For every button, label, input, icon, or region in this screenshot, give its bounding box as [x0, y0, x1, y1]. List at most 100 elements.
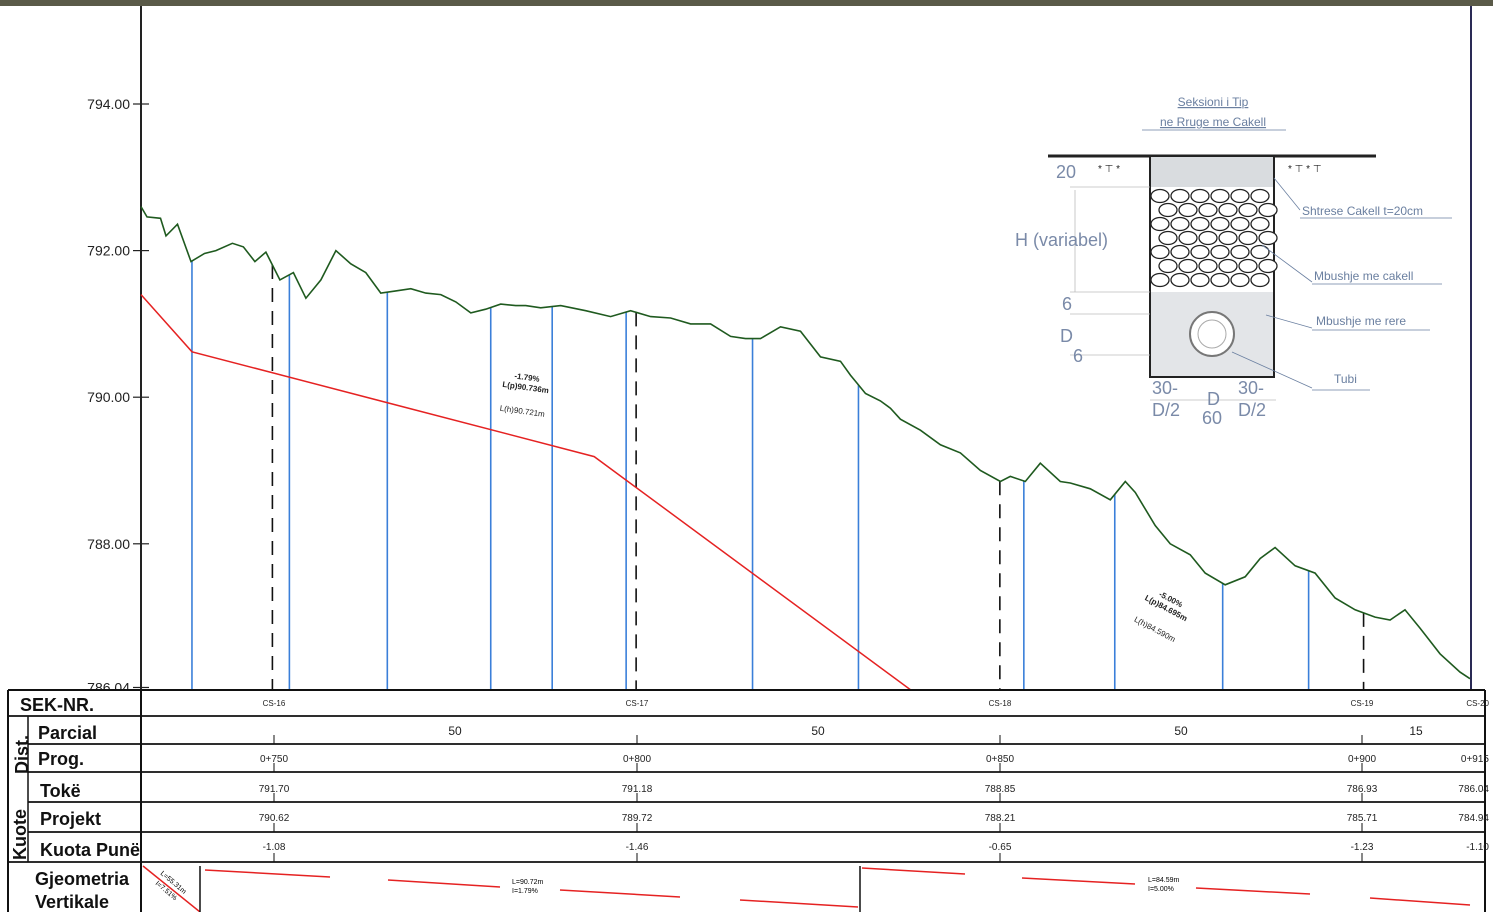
cell-sek-1: CS-17 [626, 699, 649, 708]
cell-parcial-1: 50 [811, 724, 825, 738]
callout-leader-4 [1231, 351, 1313, 389]
cell-prog-1: 0+800 [623, 754, 652, 765]
inset-dim-30a: 30- [1152, 378, 1178, 398]
label-vertikale: Vertikale [35, 892, 109, 912]
vg-right-dash-1 [861, 867, 966, 875]
inset-dim-dmid: D [1207, 389, 1220, 409]
label-kuota-pune: Kuota Punë [40, 840, 140, 860]
cell-parcial-3: 15 [1409, 724, 1423, 738]
y-tick-label-0: 794.00 [87, 96, 130, 112]
cell-projekt-2: 788.21 [985, 813, 1016, 824]
cobble-3-4 [1238, 230, 1258, 246]
label-parcial: Parcial [38, 723, 97, 743]
cobble-1-3 [1218, 202, 1238, 218]
cobble-1-1 [1178, 202, 1198, 218]
callout-leader-1 [1273, 177, 1301, 211]
inset-pipe [1189, 311, 1235, 357]
table-background [8, 690, 1485, 912]
cobble-2-5 [1250, 216, 1270, 232]
label-prog: Prog. [38, 749, 84, 769]
cobble-1-5 [1258, 202, 1278, 218]
cobble-6-3 [1210, 272, 1230, 288]
cobble-5-0 [1158, 258, 1178, 274]
cell-projekt-3: 785.71 [1347, 813, 1378, 824]
slope-annotation-2: -5.00% L(p)84.695m L(h)84.590m [1133, 590, 1189, 645]
cobble-4-0 [1150, 244, 1170, 260]
cell-parcial-0: 50 [448, 724, 462, 738]
slope-annotation-1: -1.79% L(p)90.736m L(h)90.721m [499, 371, 549, 419]
cobble-6-5 [1250, 272, 1270, 288]
inset-dim-d2b: D/2 [1238, 400, 1266, 420]
cell-sek-0: CS-16 [263, 699, 286, 708]
cobble-2-3 [1210, 216, 1230, 232]
label-kuote: Kuote [10, 809, 30, 860]
cell-toke-3: 786.93 [1347, 784, 1378, 795]
cell-kuota-pune-1: -1.46 [626, 842, 649, 853]
design-profile-line [140, 294, 1018, 769]
cobble-5-5 [1258, 258, 1278, 274]
cobble-1-4 [1238, 202, 1258, 218]
cell-prog-4: 0+915 [1461, 754, 1490, 765]
cell-parcial-2: 50 [1174, 724, 1188, 738]
y-tick-label-1: 792.00 [87, 243, 130, 259]
inset-cobble-fill [1150, 188, 1278, 288]
cobble-2-1 [1170, 216, 1190, 232]
label-projekt: Projekt [40, 809, 101, 829]
cell-projekt-1: 789.72 [622, 813, 653, 824]
cell-kuota-pune-2: -0.65 [989, 842, 1012, 853]
cobble-3-5 [1258, 230, 1278, 246]
cobble-4-4 [1230, 244, 1250, 260]
slope-1-value: -1.79% [514, 371, 540, 383]
inset-dim-6b: 6 [1073, 346, 1083, 366]
cell-toke-2: 788.85 [985, 784, 1016, 795]
cell-kuota-pune-4: -1.10 [1466, 842, 1489, 853]
cobble-2-0 [1150, 216, 1170, 232]
label-toke: Tokë [40, 781, 81, 801]
cobble-4-3 [1210, 244, 1230, 260]
cobble-0-5 [1250, 188, 1270, 204]
cobble-1-0 [1158, 202, 1178, 218]
cobble-3-3 [1218, 230, 1238, 246]
cobble-6-0 [1150, 272, 1170, 288]
vg-mid-dash-1 [204, 869, 331, 878]
inset-dim-d: D [1060, 326, 1073, 346]
cobble-0-4 [1230, 188, 1250, 204]
inset-gravel-layer [1151, 157, 1273, 187]
callout-1: Shtrese Cakell t=20cm [1302, 204, 1423, 218]
cobble-1-2 [1198, 202, 1218, 218]
cell-kuota-pune-3: -1.23 [1351, 842, 1374, 853]
cobble-2-4 [1230, 216, 1250, 232]
vg-right-dash-2 [1021, 877, 1136, 885]
cobble-4-2 [1190, 244, 1210, 260]
vg-mid-dash-3 [559, 889, 681, 898]
label-dist: Dist. [12, 735, 32, 774]
cobble-6-2 [1190, 272, 1210, 288]
slope-2-lh: L(h)84.590m [1133, 615, 1178, 644]
vg-right-i: I=5.00% [1148, 886, 1174, 893]
cobble-4-5 [1250, 244, 1270, 260]
profile-data-table: SEK-NR. Parcial Prog. Tokë Projekt Kuota… [7, 689, 1490, 913]
ground-profile-line [140, 206, 1471, 680]
inset-grass-right: * ⊤ * ⊤ [1288, 164, 1322, 175]
vg-right-dash-4 [1369, 897, 1471, 906]
cell-sek-3: CS-19 [1351, 699, 1374, 708]
cobble-5-3 [1218, 258, 1238, 274]
cobble-2-2 [1190, 216, 1210, 232]
cell-projekt-0: 790.62 [259, 813, 290, 824]
cell-kuota-pune-0: -1.08 [263, 842, 286, 853]
inset-title-2: ne Rruge me Cakell [1160, 115, 1266, 129]
table-station-columns: CS-16 0+750 791.70 790.62 -1.08 CS-17 0+800 791… [259, 699, 1490, 862]
callout-4: Tubi [1334, 372, 1357, 386]
cell-toke-1: 791.18 [622, 784, 653, 795]
vg-mid-dash-4 [739, 899, 859, 908]
cobble-3-0 [1158, 230, 1178, 246]
cell-toke-0: 791.70 [259, 784, 290, 795]
inset-dim-30b: 30- [1238, 378, 1264, 398]
vg-mid-l: L=90.72m [512, 879, 543, 886]
callout-leader-2 [1261, 244, 1313, 283]
table-row-lines [8, 715, 1485, 863]
inset-dim-60: 60 [1202, 408, 1222, 428]
callout-2: Mbushje me cakell [1314, 269, 1413, 283]
